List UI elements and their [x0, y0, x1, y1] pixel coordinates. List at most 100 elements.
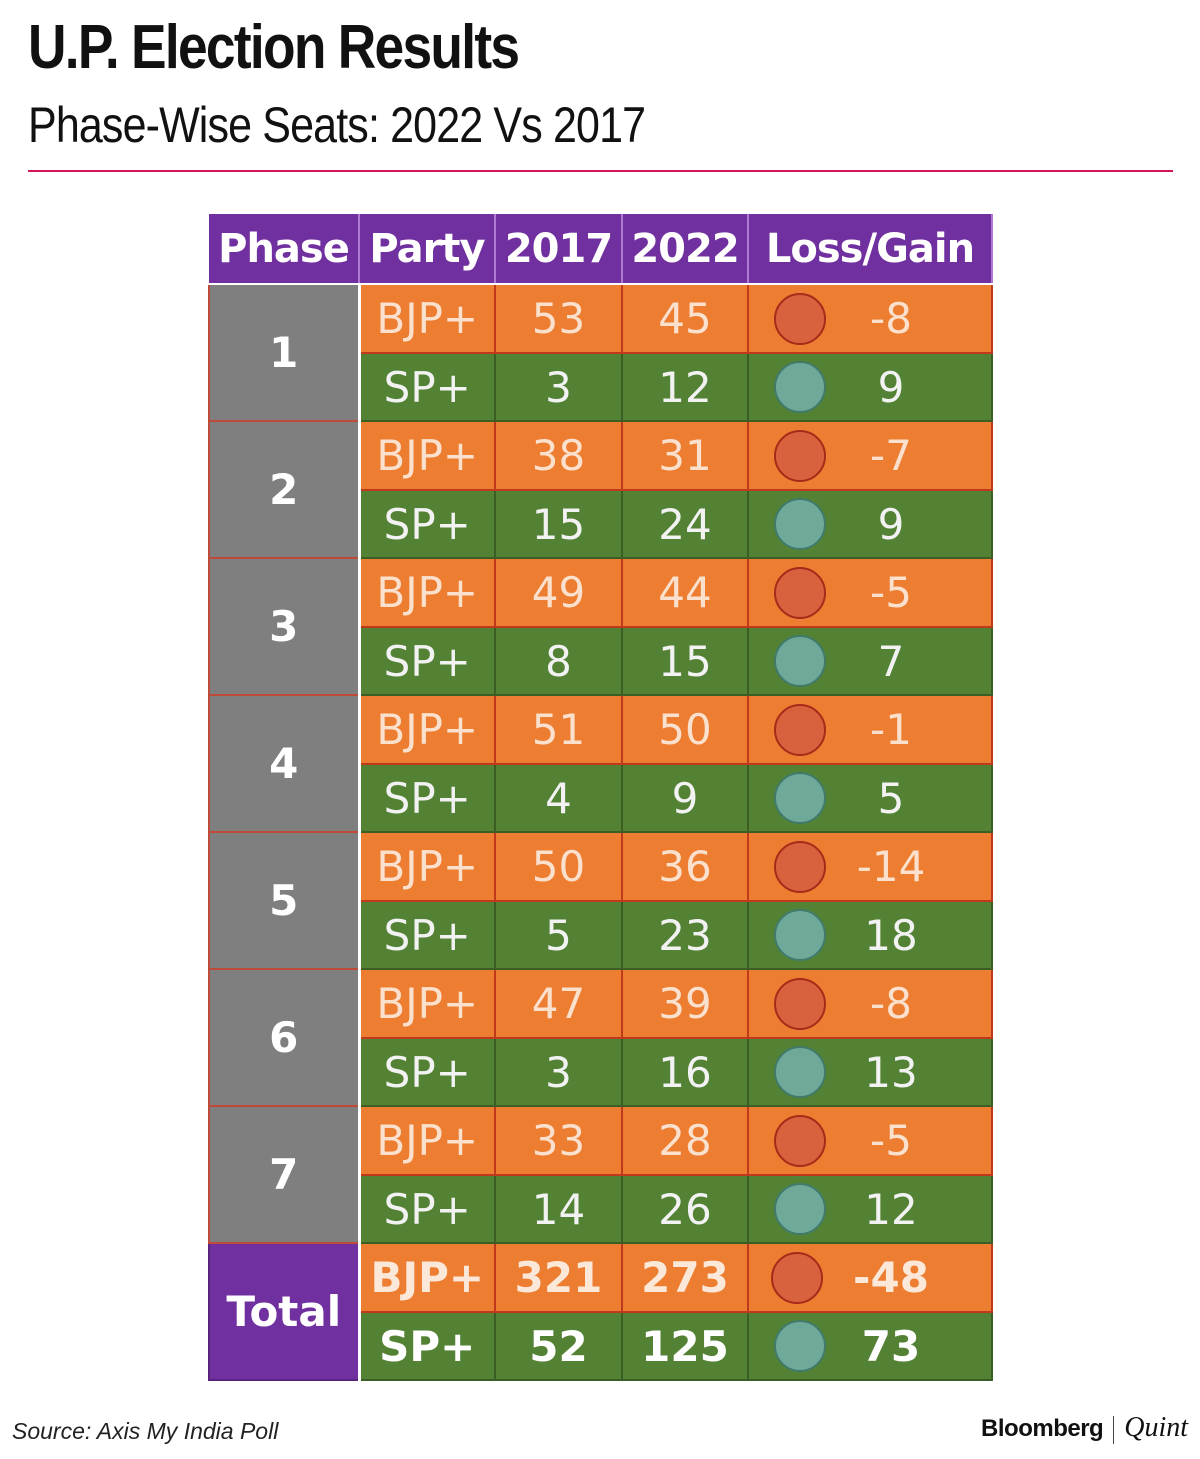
seats-2017-cell: 3: [494, 352, 623, 422]
change-value: 5: [877, 773, 905, 823]
title-divider: [28, 170, 1173, 172]
party-cell: BJP+: [358, 557, 496, 628]
table-row: 7 BJP+ 33 28 -5: [208, 1105, 993, 1244]
brand-logo: Bloomberg Quint: [981, 1412, 1188, 1444]
gain-indicator-icon: [774, 1183, 826, 1235]
table-row: Total BJP+ 321 273 -48: [208, 1242, 993, 1381]
change-value: -5: [870, 568, 912, 617]
seats-2022-cell: 9: [621, 763, 749, 833]
seats-2017-cell: 321: [494, 1242, 623, 1313]
seats-2017-cell: 52: [494, 1311, 623, 1381]
seats-2022-cell: 16: [621, 1037, 749, 1107]
change-value: -48: [853, 1253, 929, 1302]
loss-indicator-icon: [774, 840, 826, 893]
seats-2022-cell: 39: [621, 968, 749, 1039]
table-row: SP+ 3 16 13: [209, 1037, 993, 1107]
table-row: 4 BJP+ 51 50 -1: [208, 694, 993, 833]
seats-2022-cell: 45: [621, 283, 749, 354]
change-value: -5: [870, 1116, 912, 1165]
table-row: SP+ 8 15 7: [209, 626, 993, 696]
seats-2017-cell: 47: [494, 968, 623, 1039]
gain-indicator-icon: [774, 909, 826, 961]
gain-indicator-icon: [774, 1320, 826, 1372]
loss-gain-cell: -7: [747, 420, 993, 491]
loss-gain-cell: -14: [747, 831, 993, 902]
party-cell: SP+: [358, 489, 496, 559]
phase-cell: 1: [208, 283, 361, 422]
loss-indicator-icon: [774, 1114, 826, 1167]
brand-separator: [1113, 1415, 1115, 1444]
loss-gain-cell: 73: [747, 1311, 993, 1381]
table-row: SP+ 15 24 9: [209, 489, 993, 559]
seats-2022-cell: 23: [621, 900, 749, 970]
table-row: 6 BJP+ 47 39 -8: [208, 968, 993, 1107]
change-value: -8: [870, 979, 912, 1028]
brand-quint: Quint: [1124, 1412, 1188, 1443]
loss-indicator-icon: [774, 703, 826, 756]
gain-indicator-icon: [774, 498, 826, 550]
seats-2022-cell: 31: [621, 420, 749, 491]
column-header-loss-gain: Loss/Gain: [748, 214, 993, 285]
phase-cell: 3: [208, 557, 361, 696]
loss-indicator-icon: [771, 1251, 824, 1304]
change-value: 12: [864, 1184, 918, 1234]
seats-2022-cell: 12: [621, 352, 749, 422]
gain-indicator-icon: [774, 1046, 826, 1098]
phase-cell: 7: [208, 1105, 361, 1244]
loss-gain-cell: -1: [747, 694, 993, 765]
table-row: 5 BJP+ 50 36 -14: [208, 831, 993, 970]
seats-2017-cell: 4: [494, 763, 623, 833]
seats-2017-cell: 50: [494, 831, 623, 902]
page-title: U.P. Election Results: [28, 13, 520, 82]
seats-2017-cell: 33: [494, 1105, 623, 1176]
change-value: -8: [870, 294, 912, 343]
party-cell: BJP+: [358, 694, 496, 765]
change-value: -7: [870, 431, 912, 480]
loss-gain-cell: -5: [747, 1105, 993, 1176]
seats-2022-cell: 273: [621, 1242, 749, 1313]
loss-gain-cell: -8: [747, 283, 993, 354]
seats-2022-cell: 36: [621, 831, 749, 902]
loss-indicator-icon: [774, 977, 826, 1030]
brand-bloomberg: Bloomberg: [981, 1415, 1104, 1442]
column-header-phase: Phase: [209, 214, 360, 285]
loss-indicator-icon: [774, 429, 826, 482]
table-row: SP+ 52 125 73: [209, 1311, 993, 1381]
column-header-2022: 2022: [622, 214, 749, 285]
change-value: 13: [864, 1047, 918, 1097]
table-row: SP+ 4 9 5: [209, 763, 993, 833]
loss-indicator-icon: [774, 292, 826, 345]
table-row: 3 BJP+ 49 44 -5: [208, 557, 993, 696]
table-row: SP+ 14 26 12: [209, 1174, 993, 1244]
seats-2022-cell: 44: [621, 557, 749, 628]
table-body: 1 BJP+ 53 45 -8 SP+ 3 12 9 2 BJP+ 38 31 -7 SP+ 15 24 9 3 BJ…: [208, 283, 993, 1381]
loss-gain-cell: 9: [747, 352, 993, 422]
loss-gain-cell: -8: [747, 968, 993, 1039]
seats-2017-cell: 49: [494, 557, 623, 628]
loss-gain-cell: 18: [747, 900, 993, 970]
change-value: 7: [877, 636, 905, 686]
party-cell: BJP+: [358, 420, 496, 491]
change-value: 9: [877, 362, 905, 412]
seats-2022-cell: 26: [621, 1174, 749, 1244]
party-cell: SP+: [358, 626, 496, 696]
loss-gain-cell: 7: [747, 626, 993, 696]
seats-2017-cell: 14: [494, 1174, 623, 1244]
seats-2022-cell: 24: [621, 489, 749, 559]
seats-2022-cell: 50: [621, 694, 749, 765]
seats-2017-cell: 53: [494, 283, 623, 354]
party-cell: BJP+: [358, 968, 496, 1039]
column-header-party: Party: [359, 214, 496, 285]
gain-indicator-icon: [774, 635, 826, 687]
change-value: -1: [870, 705, 912, 754]
loss-gain-cell: -5: [747, 557, 993, 628]
loss-gain-cell: -48: [747, 1242, 993, 1313]
phase-cell: 6: [208, 968, 361, 1107]
change-value: -14: [856, 842, 926, 891]
loss-gain-cell: 13: [747, 1037, 993, 1107]
gain-indicator-icon: [774, 772, 826, 824]
change-value: 18: [864, 910, 918, 960]
party-cell: BJP+: [358, 283, 496, 354]
seats-2022-cell: 125: [621, 1311, 749, 1381]
table-row: SP+ 5 23 18: [209, 900, 993, 970]
